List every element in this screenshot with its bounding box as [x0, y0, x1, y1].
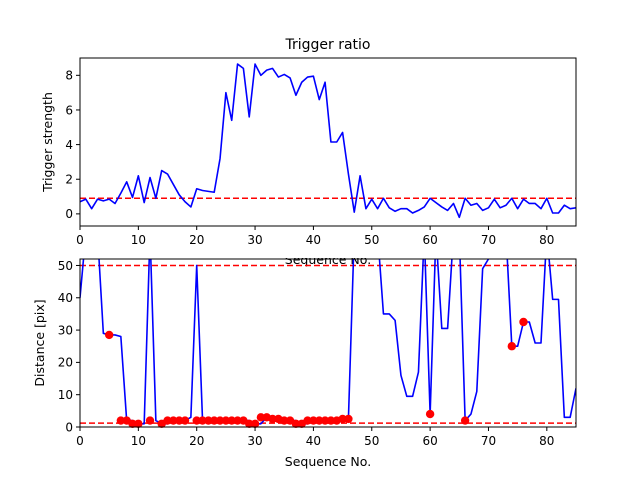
top-chart-x-tick-label: 30 [247, 233, 262, 247]
bottom-chart-marker-point [280, 416, 289, 425]
top-chart-x-tick-label: 10 [131, 233, 146, 247]
bottom-chart-marker-point [309, 416, 318, 425]
bottom-chart-x-axis-label: Sequence No. [285, 454, 371, 469]
top-chart-x-tick-label: 60 [422, 233, 437, 247]
bottom-chart-marker-point [233, 416, 242, 425]
bottom-chart-x-tick-label: 50 [364, 434, 379, 448]
top-chart-y-tick-label: 2 [65, 173, 73, 187]
bottom-chart-marker-point [320, 416, 330, 425]
bottom-chart-x-tick-label: 80 [539, 434, 554, 448]
bottom-chart-marker-point [116, 416, 126, 425]
bottom-chart-marker-point [344, 414, 353, 424]
bottom-chart-marker-point [169, 416, 178, 425]
bottom-chart-x-tick-label: 60 [422, 434, 437, 448]
bottom-chart-marker-point [268, 414, 277, 424]
bottom-chart-x-tick-label: 30 [247, 434, 262, 448]
top-chart-y-axis-label: Trigger strength [40, 92, 55, 193]
top-chart-x-tick-label: 50 [364, 233, 379, 247]
bottom-chart-marker-point [104, 330, 114, 340]
bottom-chart-overlap-mask [70, 248, 590, 258]
bottom-chart-marker-point [326, 416, 336, 425]
bottom-chart-y-tick-label: 40 [58, 291, 73, 305]
top-chart-y-tick-label: 6 [65, 103, 73, 117]
bottom-chart-marker-point [221, 416, 231, 425]
top-chart-x-tick-label: 80 [539, 233, 554, 247]
bottom-plot-frame [79, 258, 577, 428]
bottom-chart-marker-point [256, 413, 266, 422]
bottom-chart-marker-point [192, 416, 201, 425]
bottom-chart-marker-point [291, 419, 301, 428]
bottom-chart-x-tick-label: 20 [189, 434, 204, 448]
bottom-chart-marker-point [215, 416, 225, 425]
bottom-chart-y-tick-label: 20 [58, 356, 73, 370]
top-chart-x-tick-label: 40 [306, 233, 321, 247]
bottom-chart-marker-point [519, 317, 528, 327]
bottom-chart-x-tick-label: 70 [481, 434, 496, 448]
top-chart-y-tick-label: 0 [65, 207, 73, 221]
bottom-chart-x-tick-label: 0 [76, 434, 84, 448]
bottom-chart-marker-point [425, 409, 435, 419]
bottom-chart-x-tick-label: 40 [306, 434, 321, 448]
bottom-chart-marker-point [175, 416, 184, 425]
top-chart-series-line-0 [80, 63, 576, 219]
top-chart-x-tick-label: 0 [76, 233, 84, 247]
bottom-chart-y-tick-label: 50 [58, 259, 73, 273]
bottom-chart-marker-point [163, 416, 172, 425]
bottom-chart-x-tick-label: 10 [131, 434, 146, 448]
bottom-chart-y-axis-label: Distance [pix] [32, 299, 47, 386]
bottom-chart: 0 10 20 30 40 50 60 70 80 0 10 20 30 40 50 Sequence N… [32, 248, 590, 469]
bottom-chart-marker-point [198, 416, 207, 425]
bottom-chart-marker-point [315, 416, 324, 425]
bottom-chart-marker-point [245, 419, 254, 428]
top-chart-y-tick-label: 4 [65, 138, 73, 152]
bottom-chart-marker-point [134, 419, 143, 428]
bottom-chart-marker-point [338, 414, 347, 424]
top-chart-y-tick-label: 8 [65, 69, 73, 83]
top-chart-x-tick-label: 20 [189, 233, 204, 247]
bottom-chart-y-tick-label: 0 [65, 420, 73, 434]
top-chart-x-tick-label: 70 [481, 233, 496, 247]
bottom-chart-marker-point [303, 416, 312, 425]
bottom-chart-marker-point [145, 416, 155, 425]
bottom-chart-marker-point [204, 416, 213, 425]
bottom-chart-marker-point [128, 419, 137, 428]
bottom-chart-y-tick-label: 10 [58, 388, 73, 402]
bottom-chart-marker-point [460, 416, 470, 425]
top-plot-frame [79, 57, 577, 227]
bottom-chart-y-tick-label: 30 [58, 323, 73, 337]
bottom-chart-marker-point [210, 416, 219, 425]
bottom-chart-marker-point [507, 342, 517, 351]
top-chart-title: Trigger ratio [284, 37, 370, 53]
bottom-chart-marker-point [227, 416, 236, 425]
bottom-chart-marker-point [250, 419, 260, 428]
bottom-chart-marker-point [180, 416, 190, 425]
